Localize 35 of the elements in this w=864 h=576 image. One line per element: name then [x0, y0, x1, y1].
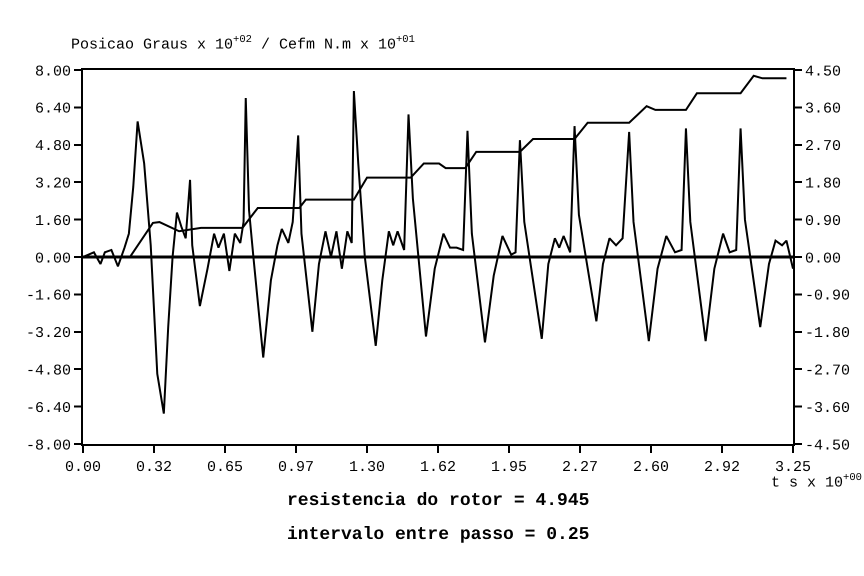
x-tick-label: 2.60 — [632, 459, 670, 476]
y2-tick-label: -4.50 — [805, 437, 850, 454]
y-tick-label: -1.60 — [26, 288, 71, 305]
y-tick-label: 6.40 — [34, 100, 71, 118]
y2-tick-label: 3.60 — [805, 100, 842, 118]
text: intervalo entre passo = 0.25 — [287, 525, 590, 545]
y2-tick-label: 2.70 — [805, 138, 842, 156]
x-tick-label: 0.97 — [278, 459, 314, 476]
y2-tick-label: -3.60 — [805, 400, 850, 417]
y-axis-title: Posicao Graus x 10$^{+02}$ / Cefm N.m x 10$^{+01}$ — [71, 34, 415, 54]
y-tick-label: -8.00 — [26, 437, 71, 454]
y-tick-label: -3.20 — [26, 325, 71, 342]
x-tick-label: 0.32 — [136, 459, 172, 476]
x-tick-label: 1.62 — [420, 459, 456, 476]
y-tick-label: 8.00 — [34, 63, 71, 80]
y-tick-label: 0.00 — [34, 250, 71, 268]
y-tick-label: 4.80 — [34, 138, 71, 156]
y-tick-label: 1.60 — [34, 212, 71, 230]
y2-tick-label: 4.50 — [805, 63, 842, 80]
x-tick-label: 0.65 — [206, 459, 244, 476]
y2-tick-label: 1.80 — [805, 175, 842, 192]
y-tick-label: -4.80 — [26, 362, 71, 380]
y-tick-label: -6.40 — [26, 400, 71, 417]
y2-tick-label: 0.90 — [805, 212, 842, 230]
y2-tick-label: 0.00 — [805, 250, 842, 268]
y-tick-label: 3.20 — [34, 175, 71, 192]
x-tick-label: 2.27 — [562, 459, 598, 476]
y2-tick-label: -0.90 — [805, 288, 850, 305]
y2-tick-label: -2.70 — [805, 362, 850, 380]
text: resistencia do rotor = 4.945 — [287, 491, 590, 511]
y2-tick-label: -1.80 — [805, 325, 850, 342]
x-tick-label: 1.30 — [348, 459, 386, 476]
x-tick-label: 1.95 — [490, 459, 528, 476]
x-tick-label: 0.00 — [64, 459, 102, 476]
x-tick-label: 2.92 — [704, 459, 740, 476]
